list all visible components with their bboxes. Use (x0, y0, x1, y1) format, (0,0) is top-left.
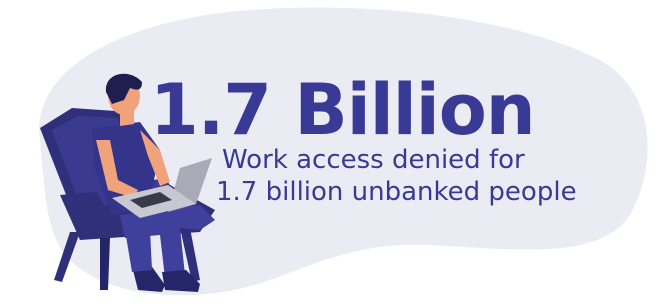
page: 1.7 Billion Work access denied for 1.7 b… (0, 0, 662, 308)
infographic: 1.7 Billion Work access denied for 1.7 b… (0, 0, 662, 308)
subtitle-line: 1.7 billion unbanked people (216, 177, 577, 207)
headline: 1.7 Billion (150, 69, 535, 151)
subtitle-line: Work access denied for (222, 145, 525, 175)
